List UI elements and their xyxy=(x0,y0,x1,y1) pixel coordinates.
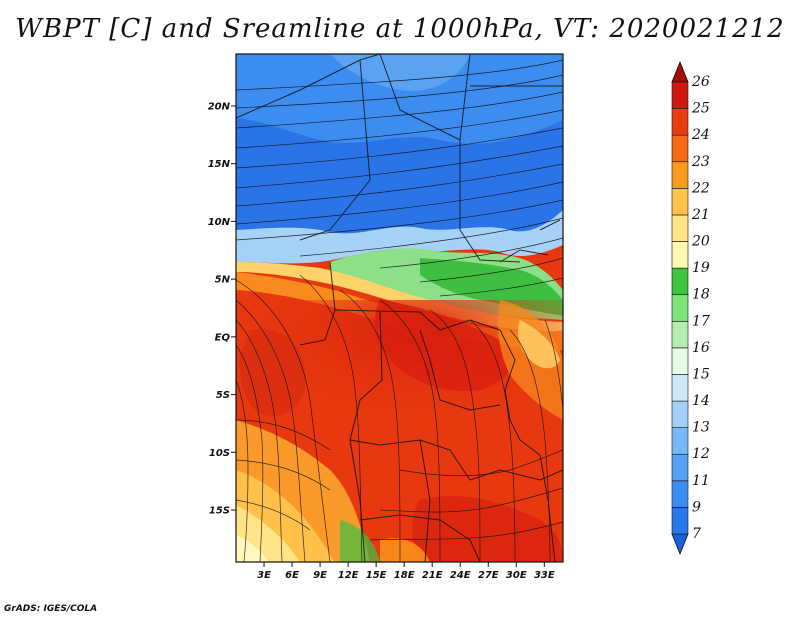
lon-tick-label: 24E xyxy=(450,570,471,581)
colorbar-label: 9 xyxy=(692,499,701,515)
lat-tick-label: EQ xyxy=(215,332,231,343)
colorbar-bin xyxy=(671,214,689,242)
colorbar-bin xyxy=(671,267,689,296)
lat-tick-label: 5S xyxy=(216,390,230,401)
colorbar-label: 16 xyxy=(692,340,710,356)
colorbar-label: 20 xyxy=(691,234,710,250)
lon-tick-label: 30E xyxy=(506,570,527,581)
colorbar-bin xyxy=(671,188,689,216)
colorbar-bin xyxy=(671,294,689,322)
lon-tick-label: 15E xyxy=(366,570,387,581)
colorbar-bin xyxy=(671,81,689,109)
colorbar-bin xyxy=(671,453,689,482)
colorbar: 7 9 11 12 13 14 15 16 17 18 19 20 21 22 23 24 25 26 xyxy=(671,60,710,556)
lat-tick-label: 10S xyxy=(209,448,230,459)
lat-tick-label: 15N xyxy=(208,159,231,170)
colorbar-label: 13 xyxy=(692,420,710,436)
colorbar-bin xyxy=(671,241,689,269)
colorbar-label: 11 xyxy=(692,473,710,489)
colorbar-min-arrow xyxy=(671,533,689,556)
colorbar-label: 23 xyxy=(691,154,710,170)
colorbar-label: 19 xyxy=(692,260,710,276)
lon-tick-label: 33E xyxy=(534,570,555,581)
colorbar-label: 24 xyxy=(691,127,710,143)
lon-tick-label: 18E xyxy=(394,570,415,581)
longitude-axis: 3E 6E 9E 12E 15E 18E 21E 24E 27E 30E 33E xyxy=(257,562,555,581)
colorbar-bin xyxy=(671,320,689,349)
colorbar-label: 15 xyxy=(692,366,710,382)
colorbar-label: 18 xyxy=(692,287,710,303)
lat-tick-label: 20N xyxy=(208,101,231,112)
map-frame xyxy=(235,53,564,563)
colorbar-bin xyxy=(671,427,689,455)
colorbar-label: 25 xyxy=(691,101,710,117)
colorbar-label: 17 xyxy=(692,313,710,329)
colorbar-label: 26 xyxy=(691,74,710,90)
lon-tick-label: 21E xyxy=(422,570,443,581)
colorbar-bin xyxy=(671,400,689,428)
colorbar-label: 22 xyxy=(691,180,710,196)
colorbar-label: 12 xyxy=(692,446,710,462)
colorbar-bin xyxy=(671,507,689,535)
lat-tick-label: 10N xyxy=(208,217,231,228)
grads-credit: GrADS: IGES/COLA xyxy=(4,604,98,614)
lat-tick-label: 15S xyxy=(209,506,230,517)
colorbar-max-arrow xyxy=(671,60,689,83)
colorbar-bin xyxy=(671,480,689,508)
colorbar-bin xyxy=(671,374,689,402)
chart-title: WBPT [C] and Sreamline at 1000hPa, VT: 2… xyxy=(15,14,785,44)
colorbar-label: 14 xyxy=(692,393,710,409)
colorbar-label: 21 xyxy=(691,207,710,223)
lon-tick-label: 6E xyxy=(285,570,299,581)
map-figure: 20N 15N 10N 5N EQ 5S 10S 15S 3E 6E 9E 12E 15E 18E 21E… xyxy=(208,53,710,581)
colorbar-label: 7 xyxy=(692,526,701,542)
colorbar-bin xyxy=(671,161,689,189)
lon-tick-label: 9E xyxy=(313,570,327,581)
temperature-field xyxy=(236,54,563,562)
colorbar-bin xyxy=(671,134,689,163)
lon-tick-label: 3E xyxy=(257,570,271,581)
latitude-axis: 20N 15N 10N 5N EQ 5S 10S 15S xyxy=(208,101,236,517)
lat-tick-label: 5N xyxy=(215,275,231,286)
lon-tick-label: 12E xyxy=(338,570,359,581)
lon-tick-label: 27E xyxy=(478,570,499,581)
colorbar-bin xyxy=(671,347,689,375)
colorbar-bin xyxy=(671,108,689,136)
